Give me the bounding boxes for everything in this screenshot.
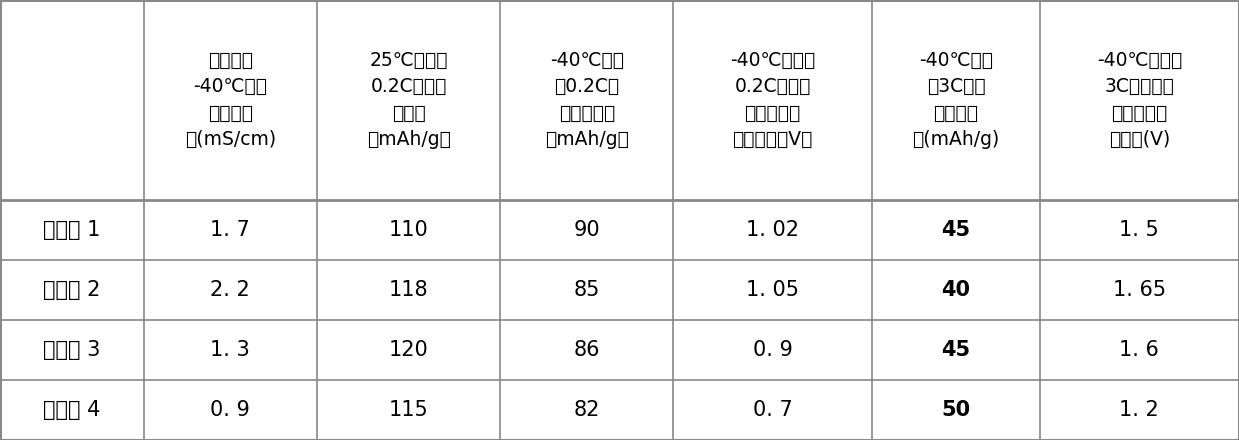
Text: 对比例 3: 对比例 3 xyxy=(43,340,100,360)
Text: 0. 9: 0. 9 xyxy=(211,400,250,420)
Text: 1. 65: 1. 65 xyxy=(1113,280,1166,300)
Text: -40℃下电池
3C充放电时
的最高电压
平台差(V): -40℃下电池 3C充放电时 的最高电压 平台差(V) xyxy=(1097,51,1182,149)
Text: 对比例 2: 对比例 2 xyxy=(43,280,100,300)
Text: 115: 115 xyxy=(389,400,429,420)
Text: -40℃下电
池0.2C的
充放电容量
（mAh/g）: -40℃下电 池0.2C的 充放电容量 （mAh/g） xyxy=(545,51,628,149)
Text: 1. 05: 1. 05 xyxy=(746,280,799,300)
Text: 1. 7: 1. 7 xyxy=(211,220,250,240)
Text: 1. 6: 1. 6 xyxy=(1119,340,1160,360)
Text: 110: 110 xyxy=(389,220,429,240)
Text: 1. 02: 1. 02 xyxy=(746,220,799,240)
Text: 86: 86 xyxy=(574,340,600,360)
Text: 1. 2: 1. 2 xyxy=(1119,400,1160,420)
Text: 1. 3: 1. 3 xyxy=(211,340,250,360)
Text: 电解液在
-40℃下的
离子电导
率(mS/cm): 电解液在 -40℃下的 离子电导 率(mS/cm) xyxy=(185,51,276,149)
Text: 45: 45 xyxy=(942,220,970,240)
Text: -40℃下电
池3C时的
充放电容
量(mAh/g): -40℃下电 池3C时的 充放电容 量(mAh/g) xyxy=(912,51,1000,149)
Text: 对比例 4: 对比例 4 xyxy=(43,400,100,420)
Text: 45: 45 xyxy=(942,340,970,360)
Text: 25℃下电池
0.2C的充放
电容量
（mAh/g）: 25℃下电池 0.2C的充放 电容量 （mAh/g） xyxy=(367,51,451,149)
Text: 82: 82 xyxy=(574,400,600,420)
Text: 对比例 1: 对比例 1 xyxy=(43,220,100,240)
Text: 50: 50 xyxy=(942,400,970,420)
Text: 0. 9: 0. 9 xyxy=(752,340,793,360)
Text: 120: 120 xyxy=(389,340,429,360)
Text: -40℃下电池
0.2C充放电
时的最高电
压平台差（V）: -40℃下电池 0.2C充放电 时的最高电 压平台差（V） xyxy=(730,51,815,149)
Text: 0. 7: 0. 7 xyxy=(753,400,793,420)
Text: 40: 40 xyxy=(942,280,970,300)
Text: 118: 118 xyxy=(389,280,429,300)
Text: 1. 5: 1. 5 xyxy=(1119,220,1160,240)
Text: 85: 85 xyxy=(574,280,600,300)
Text: 90: 90 xyxy=(574,220,600,240)
Text: 2. 2: 2. 2 xyxy=(211,280,250,300)
